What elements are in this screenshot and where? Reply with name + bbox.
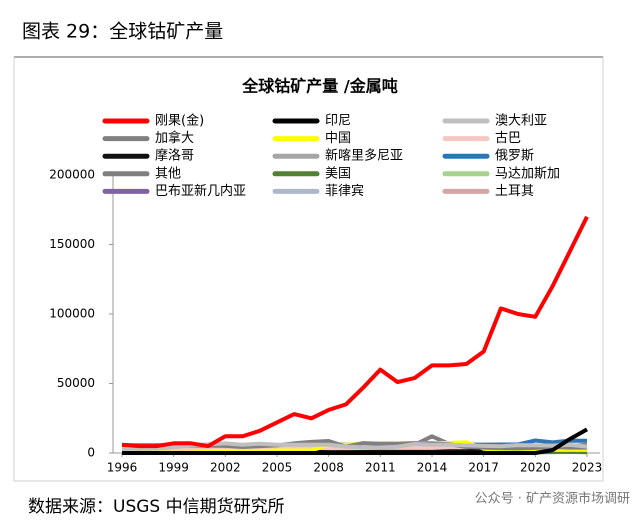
legend-label: 俄罗斯: [495, 149, 534, 164]
legend-label: 古巴: [495, 131, 521, 146]
x-tick-label: 2017: [468, 461, 499, 475]
chart-title: 全球钴矿产量 /金属吨: [241, 77, 397, 96]
legend-label: 摩洛哥: [155, 148, 194, 164]
x-tick-label: 1999: [158, 461, 189, 475]
x-tick-label: 1996: [107, 461, 138, 475]
legend-label: 美国: [325, 166, 351, 181]
y-tick-label: 100000: [49, 307, 95, 321]
legend-label: 澳大利亚: [495, 113, 547, 129]
legend-label: 中国: [325, 131, 351, 146]
legend-label: 刚果(金): [155, 113, 204, 129]
x-tick-label: 2008: [313, 461, 344, 475]
x-tick-label: 2020: [520, 461, 551, 475]
x-tick-label: 2002: [210, 461, 241, 475]
legend-label: 菲律宾: [325, 183, 364, 199]
x-tick-label: 2023: [572, 461, 603, 475]
legend-label: 印尼: [325, 114, 351, 129]
legend-label: 加拿大: [155, 130, 194, 146]
legend-label: 马达加斯加: [495, 166, 560, 181]
source: 数据来源：USGS 中信期货研究所: [28, 497, 285, 517]
y-tick-label: 200000: [49, 168, 95, 182]
legend-label: 土耳其: [495, 184, 534, 199]
x-tick-label: 2005: [262, 461, 293, 475]
header: 图表 29：全球钴矿产量: [22, 21, 223, 43]
x-tick-label: 2011: [365, 461, 396, 475]
legend-label: 新喀里多尼亚: [325, 148, 403, 164]
x-tick-label: 2014: [417, 461, 448, 475]
series-line: [121, 215, 589, 449]
legend-label: 其他: [155, 166, 181, 181]
legend-label: 巴布亚新几内亚: [155, 183, 246, 199]
series-line: [122, 427, 588, 455]
watermark: 公众号 · 矿产资源市场调研: [475, 491, 630, 507]
y-tick-label: 50000: [57, 376, 95, 390]
y-tick-label: 150000: [49, 237, 95, 251]
chart-frame: [13, 56, 604, 482]
y-tick-label: 0: [87, 446, 95, 460]
